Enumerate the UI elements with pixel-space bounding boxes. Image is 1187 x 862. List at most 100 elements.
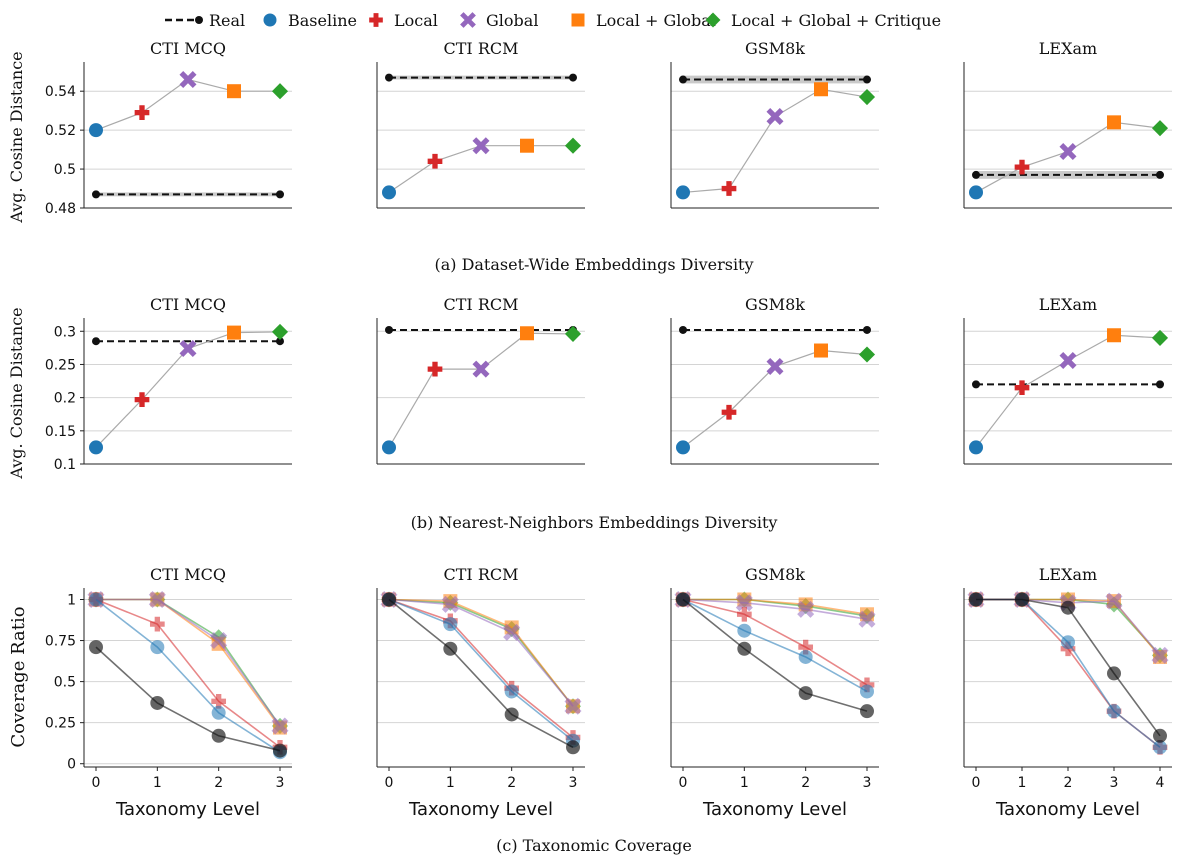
point-baseline bbox=[150, 640, 165, 655]
series-line-local-global bbox=[683, 598, 868, 616]
panel-2-3: LEXam 0 1 2 3 4 Taxonomy Level bbox=[963, 565, 1172, 820]
y-tick-label: 0 bbox=[67, 757, 76, 773]
y-tick-label: 0.52 bbox=[45, 123, 76, 139]
panel-title: LEXam bbox=[1039, 295, 1097, 314]
point-real bbox=[566, 740, 580, 755]
legend-marker bbox=[705, 12, 721, 28]
series-line-real bbox=[976, 598, 1161, 737]
y-tick-label: 1 bbox=[67, 592, 76, 608]
legend-entry-local-global-critique: Local + Global + Critique bbox=[705, 11, 941, 30]
method-line bbox=[682, 88, 868, 194]
point-baseline bbox=[211, 705, 226, 720]
row-caption: (b) Nearest-Neighbors Embeddings Diversi… bbox=[411, 513, 778, 532]
series-line-local bbox=[95, 598, 281, 748]
point-real bbox=[1015, 592, 1029, 607]
row-caption: (a) Dataset-Wide Embeddings Diversity bbox=[434, 255, 753, 274]
panel-title: CTI MCQ bbox=[150, 565, 226, 584]
point-baseline bbox=[443, 617, 458, 632]
panel-1-3: LEXam bbox=[963, 295, 1172, 465]
marker-local-global bbox=[1107, 115, 1121, 130]
y-tick-label: 0.3 bbox=[54, 324, 76, 340]
point-global bbox=[564, 697, 582, 715]
panel-1-0: CTI MCQ 0.1 0.15 0.2 0.25 0.3 bbox=[45, 295, 292, 473]
panel-title: GSM8k bbox=[745, 39, 805, 58]
marker-baseline bbox=[676, 185, 690, 200]
marker-local bbox=[134, 392, 150, 407]
real-marker bbox=[92, 337, 100, 346]
panel-title: GSM8k bbox=[745, 565, 805, 584]
marker-baseline bbox=[89, 123, 103, 138]
panel-0-2: GSM8k bbox=[670, 39, 879, 209]
point-global bbox=[503, 623, 521, 641]
real-marker bbox=[1156, 170, 1164, 179]
legend-entry-global: Global bbox=[460, 11, 538, 30]
marker-local-global-critique bbox=[271, 323, 289, 340]
x-tick-label: 1 bbox=[1018, 775, 1027, 791]
point-local bbox=[736, 606, 752, 622]
point-baseline bbox=[798, 649, 813, 664]
y-tick-label: 0.1 bbox=[54, 457, 76, 473]
y-tick-label: 0.5 bbox=[54, 162, 76, 178]
panel-title: CTI RCM bbox=[444, 565, 519, 584]
marker-global bbox=[179, 71, 197, 89]
marker-local-global bbox=[814, 82, 828, 97]
x-tick-label: 2 bbox=[507, 775, 516, 791]
series-line-local bbox=[388, 598, 574, 739]
marker-local-global bbox=[227, 325, 241, 340]
x-axis-label: Taxonomy Level bbox=[995, 799, 1140, 820]
panel-title: CTI MCQ bbox=[150, 295, 226, 314]
point-real bbox=[1061, 600, 1075, 615]
legend-marker bbox=[571, 13, 585, 27]
series-line-baseline bbox=[388, 598, 574, 742]
real-marker bbox=[679, 75, 687, 84]
panel-title: LEXam bbox=[1039, 39, 1097, 58]
point-global bbox=[858, 610, 876, 628]
panel-1-2: GSM8k bbox=[670, 295, 879, 465]
series-line-global bbox=[682, 598, 868, 620]
legend-marker bbox=[369, 13, 383, 27]
real-marker bbox=[569, 73, 577, 82]
point-real bbox=[860, 704, 874, 719]
point-real bbox=[1153, 728, 1167, 743]
legend-label: Real bbox=[209, 11, 245, 30]
series-line-real bbox=[682, 598, 868, 712]
point-baseline bbox=[1061, 635, 1075, 650]
panel-title: CTI RCM bbox=[444, 295, 519, 314]
legend-label: Global bbox=[486, 11, 538, 30]
point-global bbox=[441, 595, 459, 613]
point-real bbox=[382, 592, 396, 607]
legend-marker bbox=[195, 16, 203, 24]
series-line-global bbox=[388, 598, 574, 707]
marker-local-global-critique bbox=[858, 88, 876, 106]
y-axis-label: Avg. Cosine Distance bbox=[7, 307, 26, 479]
point-baseline bbox=[737, 623, 752, 638]
x-axis-label: Taxonomy Level bbox=[702, 799, 847, 820]
point-global bbox=[210, 632, 228, 650]
x-tick-label: 3 bbox=[863, 775, 872, 791]
point-global bbox=[148, 590, 166, 609]
marker-global bbox=[766, 108, 784, 126]
marker-global bbox=[1059, 143, 1077, 161]
panel-0-0: CTI MCQ 0.48 0.5 0.52 0.54 bbox=[45, 39, 292, 217]
marker-local bbox=[427, 153, 443, 169]
marker-baseline bbox=[676, 440, 690, 455]
x-tick-label: 2 bbox=[214, 775, 223, 791]
x-tick-label: 4 bbox=[1156, 775, 1165, 791]
panel-1-1: CTI RCM bbox=[376, 295, 585, 465]
point-real bbox=[211, 728, 226, 743]
point-real bbox=[273, 743, 287, 758]
marker-global bbox=[179, 340, 197, 358]
real-marker bbox=[972, 380, 980, 389]
point-real bbox=[504, 707, 519, 722]
legend-label: Local + Global + Critique bbox=[731, 11, 941, 30]
legend-marker bbox=[460, 12, 476, 28]
y-tick-label: 0.75 bbox=[45, 634, 76, 650]
x-tick-label: 0 bbox=[972, 775, 981, 791]
legend-label: Local + Global bbox=[596, 11, 716, 30]
marker-baseline bbox=[89, 440, 103, 455]
point-global bbox=[797, 600, 815, 618]
panel-2-2: GSM8k 0 1 2 3 Taxonomy Level bbox=[670, 565, 879, 820]
series-line-local-global-critique bbox=[388, 598, 574, 707]
point-real bbox=[969, 592, 983, 607]
